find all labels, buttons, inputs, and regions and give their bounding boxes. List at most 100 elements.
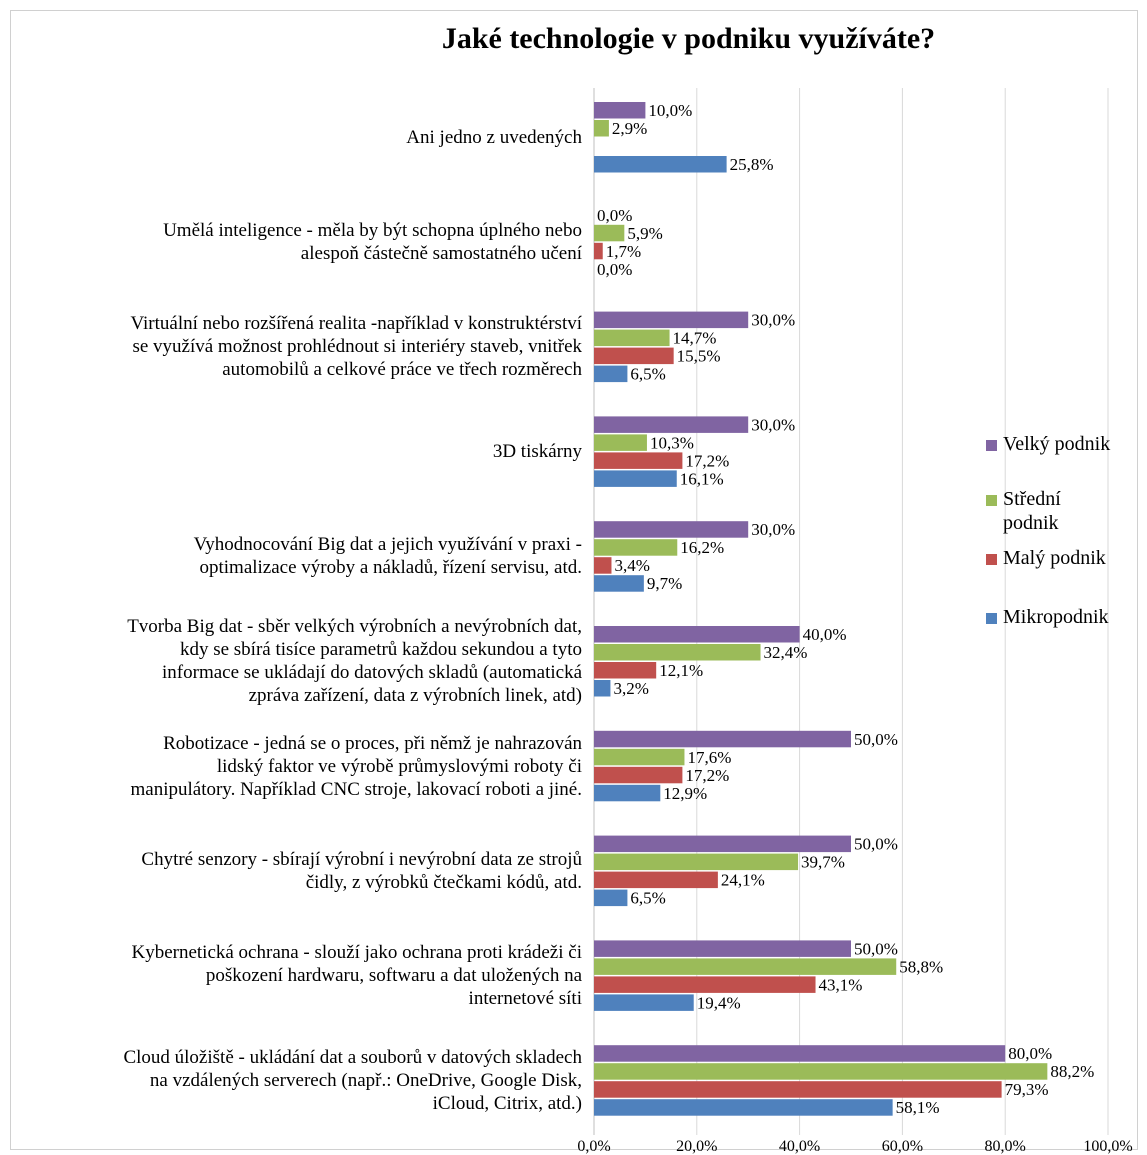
data-label: 10,3% <box>650 433 694 452</box>
category-label-line: Robotizace - jedná se o proces, při němž… <box>163 732 582 754</box>
category-label-line: Umělá inteligence - měla by být schopna … <box>163 220 582 242</box>
bar <box>594 539 678 556</box>
category-label-line: internetové síti <box>468 988 582 1010</box>
category-label-line: poškození hardwaru, softwaru a dat ulože… <box>205 965 582 987</box>
bar <box>594 766 683 784</box>
category-label-line: optimalizace výroby a nákladů, řízení se… <box>199 557 582 579</box>
category-label: Vyhodnocování Big dat a jejich využívání… <box>20 533 582 579</box>
category-label-line: Tvorba Big dat - sběr velkých výrobních … <box>127 616 582 638</box>
category-label-line: lidský faktor ve výrobě průmyslovými rob… <box>216 755 582 777</box>
bar <box>594 452 683 469</box>
data-label: 17,2% <box>685 766 729 785</box>
data-label: 30,0% <box>751 415 795 434</box>
bar <box>594 575 644 592</box>
category-label-line: 3D tiskárny <box>492 441 582 463</box>
data-label: 17,6% <box>687 748 731 767</box>
legend-swatch <box>986 553 997 565</box>
bar <box>594 347 674 365</box>
data-label: 40,0% <box>803 625 847 644</box>
x-tick-label: 60,0% <box>882 1138 923 1155</box>
category-label-line: Kybernetická ochrana - slouží jako ochra… <box>131 942 582 964</box>
category-label-line: informace se ukládají do datových skladů… <box>162 662 582 684</box>
x-tick-label: 0,0% <box>577 1138 610 1155</box>
data-label: 80,0% <box>1008 1044 1052 1063</box>
bar <box>594 224 625 242</box>
legend-label: Střední <box>1003 488 1061 510</box>
bar <box>594 835 851 853</box>
data-label: 24,1% <box>721 871 765 890</box>
bar <box>594 1063 1048 1080</box>
bar <box>594 416 749 433</box>
category-label: 3D tiskárny <box>20 440 582 463</box>
bar <box>594 748 685 766</box>
category-label-line: zpráva zařízení, data z výrobních linek,… <box>248 685 582 707</box>
bar <box>594 1099 893 1116</box>
category-label-line: manipulátory. Například CNC stroje, lako… <box>130 778 583 800</box>
bar <box>594 644 761 661</box>
data-label: 79,3% <box>1005 1080 1049 1099</box>
data-label: 2,9% <box>612 119 647 138</box>
legend-item: Střední podnik <box>986 487 1061 535</box>
legend-swatch <box>986 494 997 506</box>
data-label: 0,0% <box>597 260 632 279</box>
bar <box>594 958 897 975</box>
bar <box>594 1081 1002 1098</box>
data-label: 30,0% <box>751 520 795 539</box>
data-label: 1,7% <box>606 242 641 261</box>
data-label: 19,4% <box>697 993 741 1012</box>
data-label: 16,1% <box>680 469 724 488</box>
data-label: 50,0% <box>854 939 898 958</box>
category-label-line: Ani jedno z uvedených <box>406 126 582 148</box>
bar <box>594 120 609 137</box>
legend-item: Malý podnik <box>986 546 1106 570</box>
data-label: 3,2% <box>613 679 648 698</box>
legend-label-line: Malý podnik <box>986 546 1106 570</box>
data-label: 39,7% <box>801 853 845 872</box>
legend-item: Mikropodnik <box>986 605 1109 629</box>
chart-title: Jaké technologie v podniku využíváte? <box>441 22 936 55</box>
bar <box>594 871 718 889</box>
category-label-line: Chytré senzory - sbírají výrobní i nevýr… <box>141 848 582 870</box>
data-label: 15,5% <box>677 347 721 366</box>
chart-frame <box>10 10 1138 1150</box>
bar <box>594 940 851 957</box>
category-label: Virtuální nebo rozšířená realita -napřík… <box>20 312 582 381</box>
bar <box>594 434 647 451</box>
category-label-line: se využívá možnost prohlédnout si interi… <box>132 336 582 358</box>
category-label-line: Cloud úložiště - ukládání dat a souborů … <box>123 1046 582 1068</box>
category-label: Ani jedno z uvedených <box>20 126 582 149</box>
data-label: 0,0% <box>597 206 632 225</box>
legend-item: Velký podnik <box>986 432 1110 456</box>
data-label: 43,1% <box>819 975 863 994</box>
bar <box>594 311 749 329</box>
data-label: 6,5% <box>630 365 665 384</box>
category-label-line: na vzdálených serverech (např.: OneDrive… <box>149 1069 582 1091</box>
x-tick-label: 100,0% <box>1083 1138 1132 1155</box>
category-label-line: kdy se sbírá tisíce parametrů každou sek… <box>179 639 582 661</box>
data-label: 30,0% <box>751 311 795 330</box>
category-label-line: iCloud, Citrix, atd.) <box>432 1092 582 1114</box>
category-label: Chytré senzory - sbírají výrobní i nevýr… <box>20 848 582 894</box>
data-label: 50,0% <box>854 835 898 854</box>
legend-swatch <box>986 612 997 624</box>
bar <box>594 662 657 679</box>
category-label-line: alespoň částečně samostatného učení <box>300 243 582 265</box>
legend-label-line: Velký podnik <box>986 432 1110 456</box>
x-tick-label: 80,0% <box>985 1138 1026 1155</box>
legend-swatch <box>986 439 997 451</box>
legend-label: Mikropodnik <box>1003 606 1109 628</box>
bar <box>594 626 800 643</box>
legend-label-line: Střední <box>986 487 1061 511</box>
legend-label: Malý podnik <box>1003 547 1106 569</box>
category-label-line: Virtuální nebo rozšířená realita -napřík… <box>130 313 582 335</box>
bar <box>594 521 749 538</box>
bar <box>594 557 612 574</box>
data-label: 10,0% <box>648 101 692 120</box>
bar <box>594 976 816 993</box>
bar <box>594 994 694 1011</box>
bar <box>594 156 727 173</box>
bar <box>594 365 628 383</box>
bar <box>594 1045 1006 1062</box>
data-label: 14,7% <box>673 329 717 348</box>
